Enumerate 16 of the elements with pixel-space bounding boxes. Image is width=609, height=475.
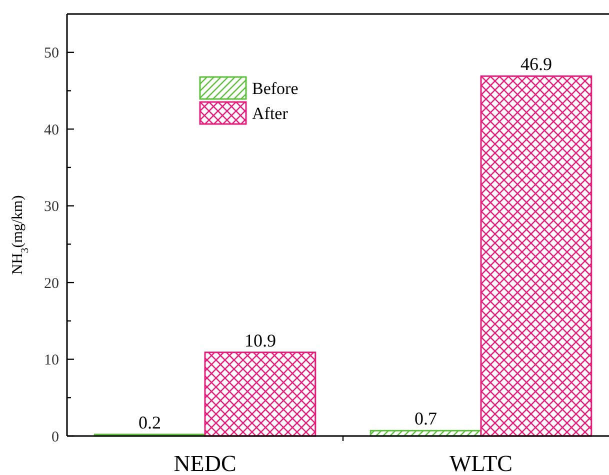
bar: [480, 75, 592, 437]
legend-label: After: [252, 104, 288, 123]
x-tick-label: NEDC: [174, 451, 236, 475]
data-label: 10.9: [244, 330, 276, 350]
data-label: 0.2: [138, 412, 162, 432]
y-tick-label: 40: [44, 122, 59, 138]
bar: [204, 352, 316, 437]
y-tick-label: 10: [44, 352, 59, 369]
y-tick-label: 30: [44, 199, 59, 216]
legend-label: Before: [252, 78, 298, 98]
data-label: 46.9: [520, 54, 552, 74]
y-tick-label: 50: [44, 46, 59, 62]
x-tick-label: WLTC: [449, 451, 513, 475]
y-tick-label: 0: [52, 429, 59, 446]
data-label: 0.7: [414, 408, 438, 429]
y-tick-label: 20: [44, 276, 59, 292]
